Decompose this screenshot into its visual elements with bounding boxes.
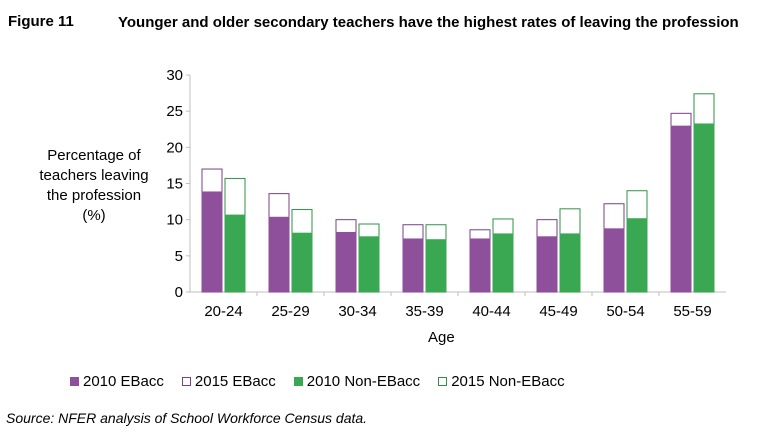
x-tick-label: 20-24 <box>204 303 242 320</box>
bar-2010-ebacc <box>469 238 491 292</box>
x-axis-label: Age <box>428 329 455 346</box>
y-tick-label: 5 <box>175 248 183 265</box>
chart-title: Younger and older secondary teachers hav… <box>118 14 739 31</box>
bar-2010-non-ebacc <box>559 233 581 292</box>
bar-2010-ebacc <box>536 236 558 292</box>
legend-item: 2010 EBacc <box>70 373 164 390</box>
bar-2010-ebacc <box>402 238 424 292</box>
y-axis-label-line: Percentage of <box>47 147 141 164</box>
legend: 2010 EBacc 2015 EBacc 2010 Non-EBacc 201… <box>70 373 583 390</box>
y-axis-label-line: (%) <box>82 207 106 224</box>
y-tick-label: 20 <box>166 139 183 156</box>
legend-label: 2015 EBacc <box>194 373 276 390</box>
x-tick-label: 35-39 <box>405 303 443 320</box>
y-axis-label-line: teachers leaving <box>39 167 149 184</box>
bar-2010-ebacc <box>603 228 625 292</box>
legend-swatch <box>438 377 448 386</box>
y-tick-label: 0 <box>175 284 183 301</box>
y-tick-label: 10 <box>166 212 183 229</box>
legend-swatch <box>293 377 303 386</box>
legend-swatch <box>70 377 79 386</box>
y-tick-label: 25 <box>166 103 183 120</box>
figure-label: Figure 11 <box>8 13 74 30</box>
bar-2010-ebacc <box>335 231 357 292</box>
legend-label: 2010 Non-EBacc <box>306 373 421 390</box>
x-tick-label: 40-44 <box>472 303 510 320</box>
bar-2010-non-ebacc <box>224 214 246 292</box>
x-tick-label: 25-29 <box>271 303 309 320</box>
source-note: Source: NFER analysis of School Workforc… <box>6 410 368 426</box>
bar-2010-non-ebacc <box>358 236 380 292</box>
legend-item: 2015 Non-EBacc <box>438 373 565 390</box>
legend-label: 2015 Non-EBacc <box>451 373 565 390</box>
y-tick-label: 30 <box>166 67 183 84</box>
x-tick-label: 55-59 <box>673 303 711 320</box>
bar-2010-non-ebacc <box>693 123 715 292</box>
legend-item: 2010 Non-EBacc <box>293 373 421 390</box>
legend-label: 2010 EBacc <box>83 373 164 390</box>
bar-2010-ebacc <box>670 125 692 292</box>
y-tick-label: 15 <box>166 176 183 193</box>
legend-item: 2015 EBacc <box>181 373 276 390</box>
bar-2010-non-ebacc <box>425 239 447 292</box>
bar-2010-ebacc <box>268 216 290 292</box>
bar-2010-non-ebacc <box>291 232 313 292</box>
x-tick-label: 30-34 <box>338 303 376 320</box>
bar-2010-non-ebacc <box>492 233 514 292</box>
bar-2010-non-ebacc <box>626 218 648 292</box>
legend-swatch <box>181 377 191 386</box>
bar-2010-ebacc <box>201 191 223 292</box>
y-axis-label-line: the profession <box>46 187 142 204</box>
x-tick-label: 50-54 <box>606 303 644 320</box>
y-axis-label: Percentage of teachers leaving the profe… <box>28 146 160 226</box>
x-tick-label: 45-49 <box>539 303 577 320</box>
